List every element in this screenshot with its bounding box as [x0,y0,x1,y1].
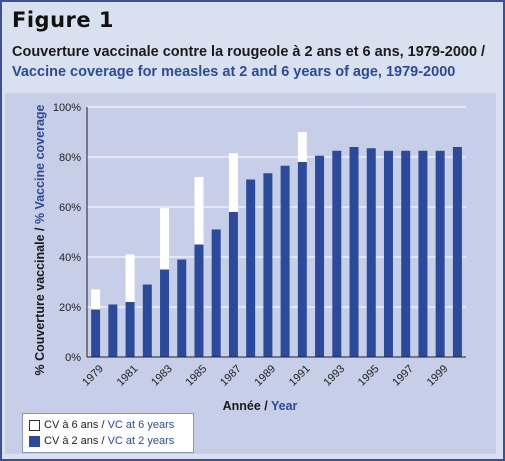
y-tick-label: 60% [59,202,81,214]
y-axis-label: % Couverture vaccinale / % Vaccine cover… [33,104,47,375]
x-axis-label-english: Year [271,399,298,413]
x-tick-label: 1981 [115,363,141,389]
bar-two-years-1996 [383,150,393,357]
bar-two-years-1980 [108,304,118,357]
y-tick-label: 100% [53,102,81,114]
x-tick-label: 1989 [252,363,278,389]
chart-title-english: Vaccine coverage for measles at 2 and 6 … [12,64,456,80]
legend-label-two-years-en: VC at 2 years [107,435,175,448]
y-tick-label: 0% [65,352,81,364]
bar-two-years-2000 [452,147,462,357]
y-axis-label-french: % Couverture vaccinale [33,234,47,375]
x-tick-label: 1995 [356,363,382,389]
bar-two-years-1991 [297,162,307,357]
y-tick-label: 40% [59,252,81,264]
x-tick-label: 1985 [184,363,210,389]
legend: CV à 6 ans / VC at 6 years CV à 2 ans / … [22,413,194,453]
bar-two-years-1986 [211,229,221,357]
bars [91,132,462,357]
bar-two-years-1990 [280,165,290,357]
x-axis-label-french: Année [223,399,261,413]
bar-two-years-1994 [349,147,359,357]
y-tick-label: 20% [59,302,81,314]
bar-two-years-1993 [332,150,342,357]
x-tick-label: 1987 [218,363,244,389]
x-tick-label: 1991 [287,363,313,389]
bar-two-years-1982 [142,284,152,357]
x-axis-label-separator: / [261,399,271,413]
figure-label: Figure 1 [12,8,115,32]
x-axis-label: Année / Year [223,399,298,413]
legend-label-two-years-fr: CV à 2 ans / [44,435,108,448]
bar-two-years-1983 [160,269,170,357]
bar-two-years-1987 [228,212,238,357]
x-tick-label: 1999 [425,363,451,389]
legend-swatch-six-years [29,419,40,431]
bar-two-years-1998 [418,150,428,357]
bar-two-years-1997 [401,150,411,357]
chart-title-french: Couverture vaccinale contre la rougeole … [12,44,486,60]
bar-two-years-1988 [246,179,256,357]
bar-two-years-1995 [366,148,376,357]
legend-item-two-years: CV à 2 ans / VC at 2 years [29,435,174,449]
y-axis-label-separator: / [33,224,47,234]
bar-two-years-1979 [91,309,101,357]
legend-item-six-years: CV à 6 ans / VC at 6 years [29,419,174,433]
x-tick-label: 1983 [149,363,175,389]
x-tick-label: 1979 [80,363,106,389]
x-tick-label: 1993 [321,363,347,389]
bar-two-years-1999 [435,150,445,357]
bar-two-years-1981 [125,302,135,357]
bar-two-years-1989 [263,173,273,357]
legend-swatch-two-years [29,435,40,447]
bar-two-years-1984 [177,259,187,357]
legend-label-six-years-en: VC at 6 years [107,419,175,432]
x-tick-label: 1997 [390,363,416,389]
y-tick-label: 80% [59,152,81,164]
bar-two-years-1985 [194,244,204,357]
legend-label-six-years-fr: CV à 6 ans / [44,419,108,432]
bar-two-years-1992 [315,155,325,357]
y-axis-label-english: % Vaccine coverage [33,104,47,224]
